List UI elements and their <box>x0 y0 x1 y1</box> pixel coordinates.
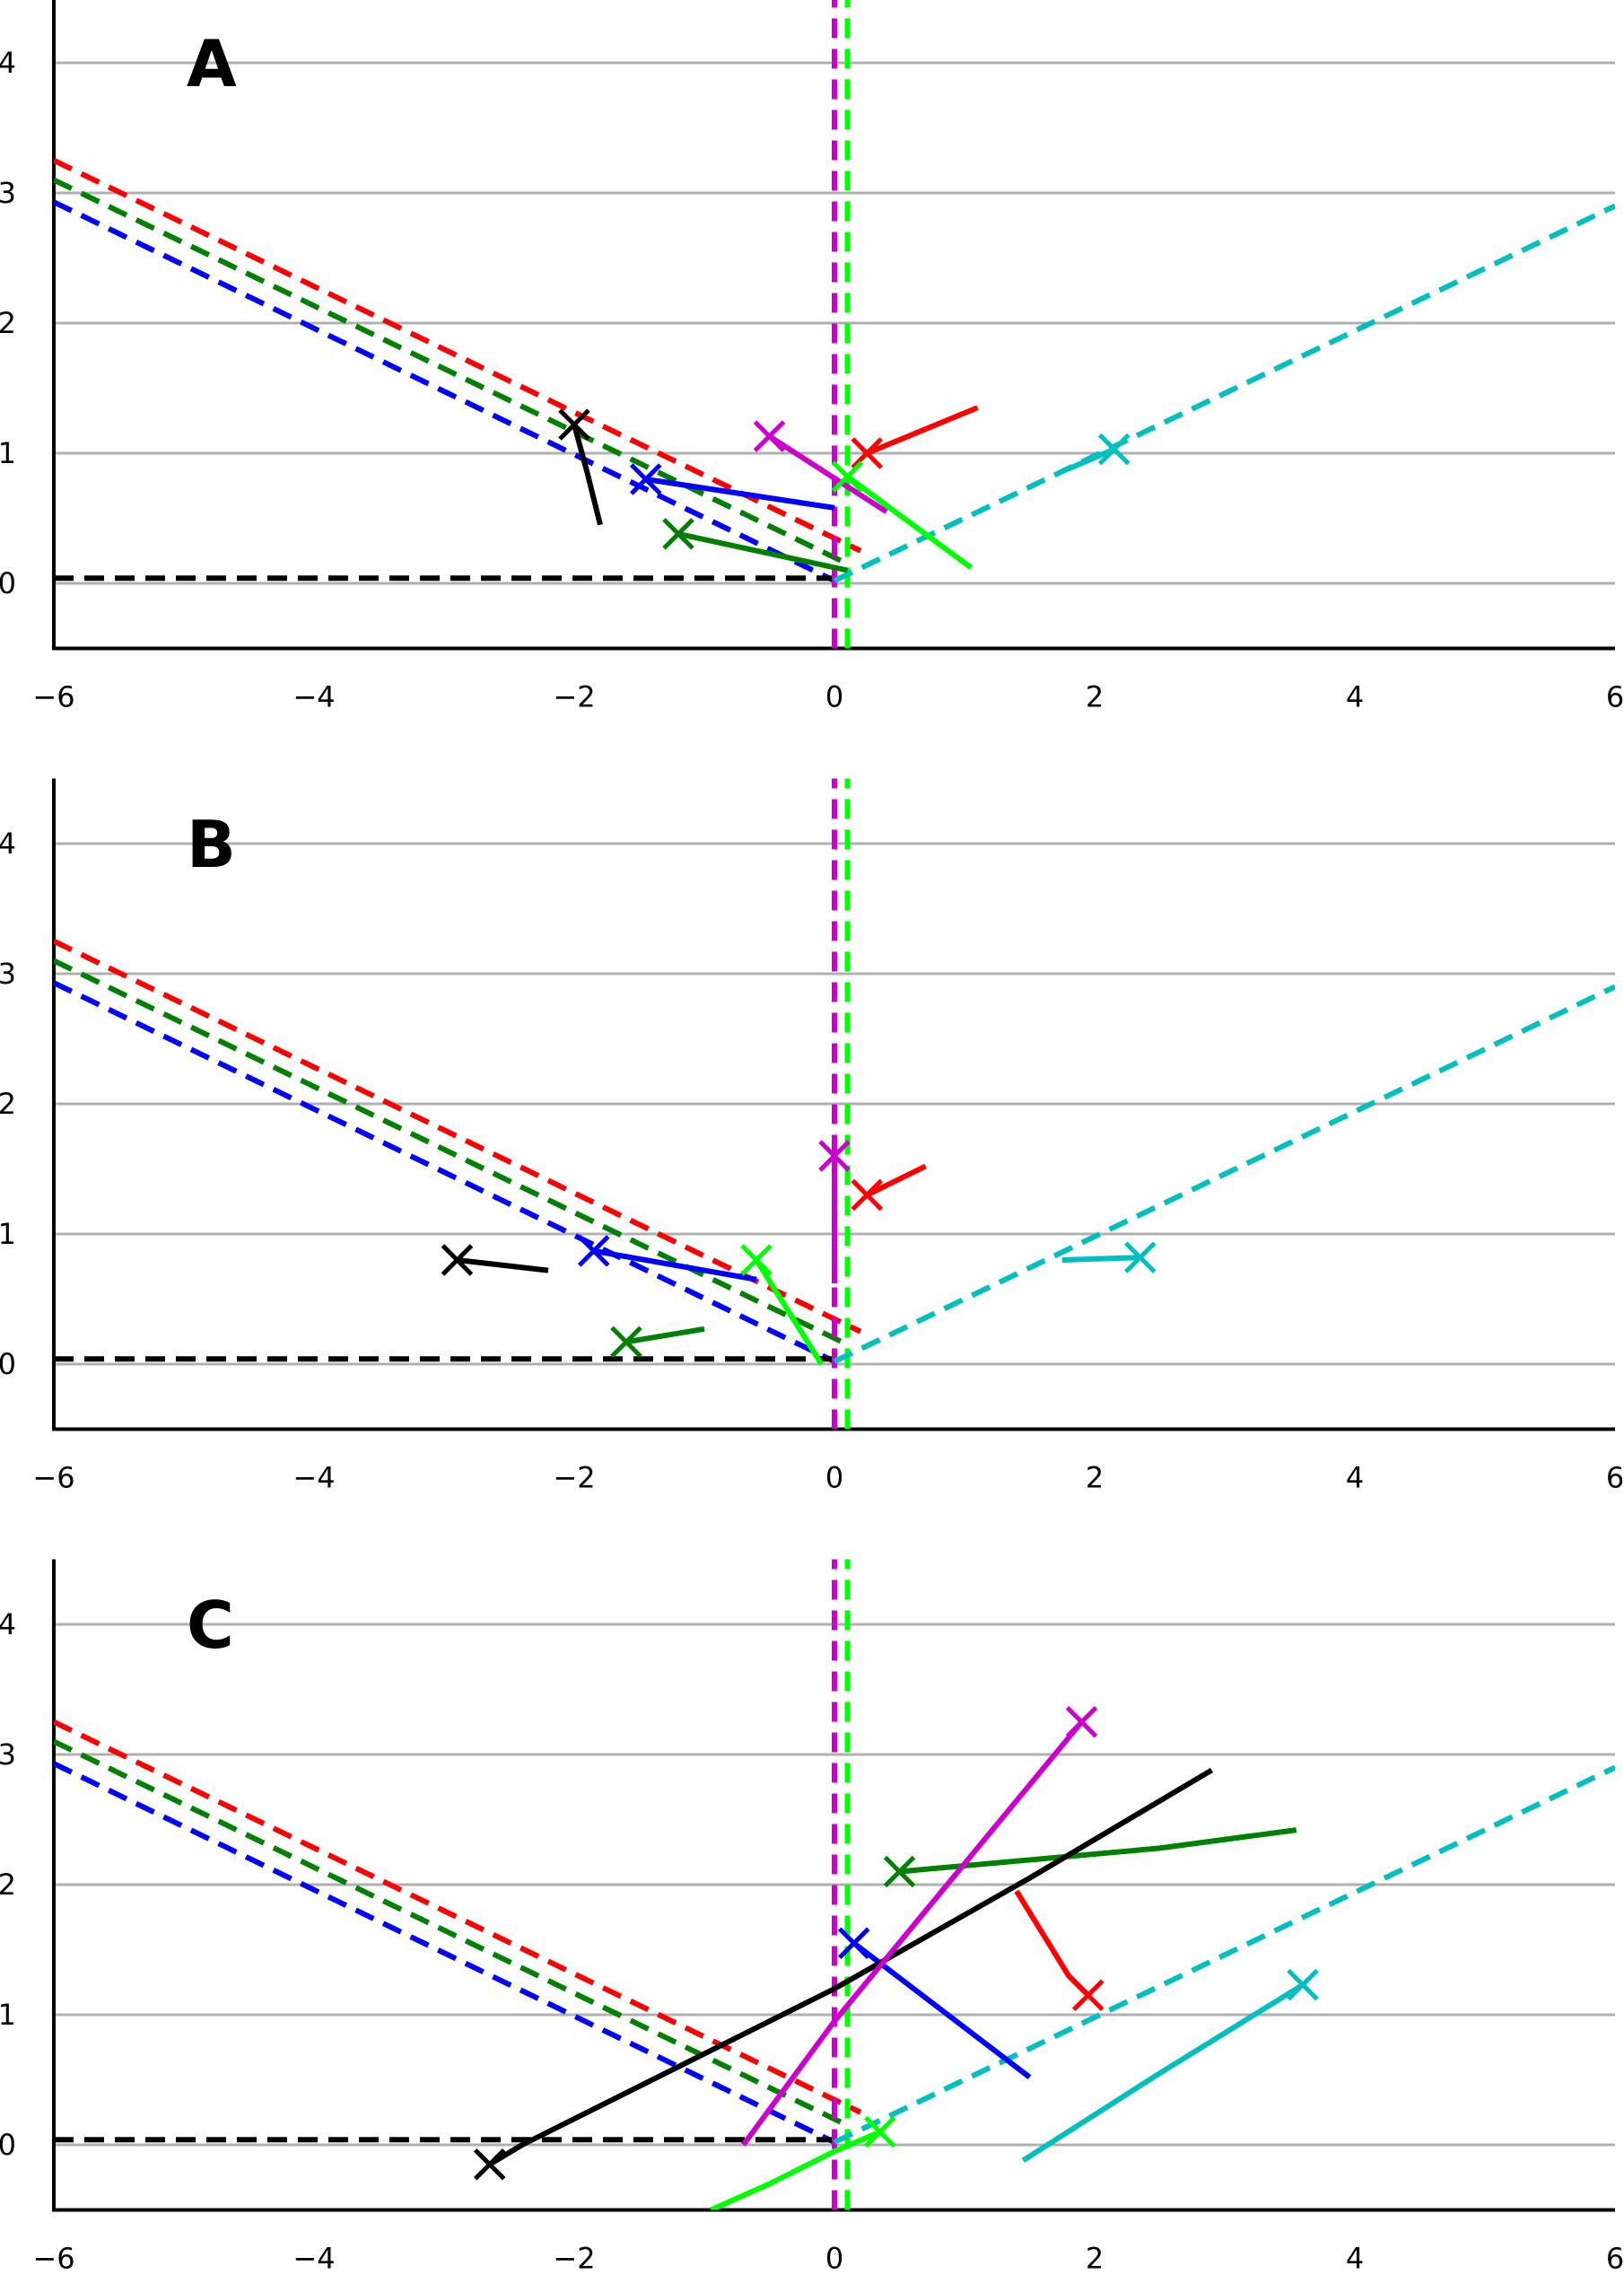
trajectory-line <box>593 1247 757 1282</box>
panel-label: B <box>187 807 236 882</box>
panel-c: 0 1 2 3 4 −6 −4 −2 0 2 4 6 C <box>0 1559 1624 2275</box>
plot-area <box>54 1559 1615 2210</box>
x-tick-label: 2 <box>1086 2242 1104 2275</box>
trajectory-line <box>845 474 974 571</box>
x-marker <box>629 463 662 495</box>
reference-line <box>54 1719 862 2115</box>
reference-line <box>54 939 862 1334</box>
x-tick-label: −2 <box>553 2242 595 2275</box>
x-marker <box>851 1178 884 1212</box>
x-tick-label: 6 <box>1606 680 1624 714</box>
x-marker <box>1097 433 1131 466</box>
trajectory-line <box>754 1258 825 1366</box>
x-marker <box>1071 1979 1104 2012</box>
trajectory-line <box>899 1827 1297 1875</box>
y-tick-label: 0 <box>0 566 16 600</box>
plot-area <box>54 778 1615 1430</box>
x-tick-label: 4 <box>1346 1461 1364 1495</box>
y-tick-label: 1 <box>0 1998 16 2032</box>
x-marker <box>818 1140 851 1172</box>
y-tick-label: 4 <box>0 827 16 861</box>
trajectory-line <box>572 424 603 526</box>
y-tick-label: 3 <box>0 957 16 991</box>
reference-line <box>54 1761 836 2145</box>
reference-line <box>54 958 849 1347</box>
trajectory-line <box>865 1163 927 1198</box>
reference-line <box>54 158 862 554</box>
x-tick-label: 6 <box>1606 2242 1624 2275</box>
trajectory-line <box>457 1257 549 1273</box>
x-tick-label: −6 <box>32 2242 74 2275</box>
trajectory-line <box>625 1326 705 1345</box>
panel-label: A <box>187 26 237 101</box>
reference-line <box>54 199 836 583</box>
x-tick-label: −4 <box>292 1461 335 1495</box>
trajectory-line <box>1014 1889 1090 1998</box>
x-marker <box>753 420 786 452</box>
y-tick-label: 1 <box>0 436 16 470</box>
x-marker <box>577 1235 610 1267</box>
x-marker <box>1065 1705 1098 1738</box>
reference-line <box>833 203 1615 583</box>
x-marker <box>863 2115 896 2148</box>
y-tick-label: 3 <box>0 1737 16 1772</box>
reference-line <box>54 980 836 1364</box>
x-tick-label: 0 <box>825 1461 843 1495</box>
x-marker <box>662 518 694 550</box>
x-marker <box>610 1326 642 1359</box>
x-marker <box>851 437 884 469</box>
panel-b: 0 1 2 3 4 −6 −4 −2 0 2 4 6 B <box>0 778 1624 1495</box>
trajectory-line <box>710 2129 881 2210</box>
x-tick-label: 2 <box>1086 1461 1104 1495</box>
x-marker <box>883 1855 916 1888</box>
trajectory-line <box>741 1719 1084 2147</box>
x-marker <box>1287 1968 1319 2001</box>
x-tick-label: −6 <box>32 1461 74 1495</box>
panel-a: 0 1 2 3 4 −6 −4 −2 0 2 4 6 A <box>0 0 1624 714</box>
x-tick-label: 6 <box>1606 1461 1624 1495</box>
x-marker <box>441 1244 474 1276</box>
reference-line <box>54 177 849 566</box>
x-marker <box>831 460 864 493</box>
trajectory-line <box>645 477 835 511</box>
x-tick-label: −4 <box>292 680 335 714</box>
y-tick-label: 4 <box>0 1607 16 1641</box>
x-marker <box>837 1927 870 1960</box>
x-marker <box>473 2148 506 2181</box>
y-tick-label: 2 <box>0 1087 16 1121</box>
trajectory-line <box>767 433 888 514</box>
x-tick-label: 0 <box>825 2242 843 2275</box>
x-tick-label: 2 <box>1086 680 1104 714</box>
trajectory-line <box>1067 446 1115 472</box>
y-tick-label: 3 <box>0 176 16 210</box>
y-tick-label: 1 <box>0 1217 16 1251</box>
y-tick-label: 4 <box>0 46 16 80</box>
reference-line <box>833 984 1615 1364</box>
reference-line <box>833 1764 1615 2145</box>
x-marker <box>558 408 590 441</box>
y-tick-label: 0 <box>0 2128 16 2162</box>
panel-label: C <box>187 1588 234 1663</box>
plot-area <box>54 0 1615 649</box>
trajectory-line <box>677 530 849 573</box>
x-tick-label: 4 <box>1346 680 1364 714</box>
trajectory-line <box>1061 1255 1140 1263</box>
x-tick-label: −4 <box>292 2242 335 2275</box>
x-tick-label: 4 <box>1346 2242 1364 2275</box>
trajectory-line <box>488 1767 1214 2167</box>
x-marker <box>740 1244 773 1276</box>
x-tick-label: −6 <box>32 680 74 714</box>
trajectory-line <box>1021 1982 1305 2163</box>
x-tick-label: 0 <box>825 680 843 714</box>
reference-line <box>54 1738 849 2128</box>
x-tick-label: −2 <box>553 1461 595 1495</box>
x-marker <box>1123 1241 1157 1273</box>
y-tick-label: 0 <box>0 1347 16 1381</box>
trajectory-line <box>866 405 979 456</box>
y-tick-label: 2 <box>0 1868 16 1902</box>
x-tick-label: −2 <box>553 680 595 714</box>
y-tick-label: 2 <box>0 306 16 340</box>
